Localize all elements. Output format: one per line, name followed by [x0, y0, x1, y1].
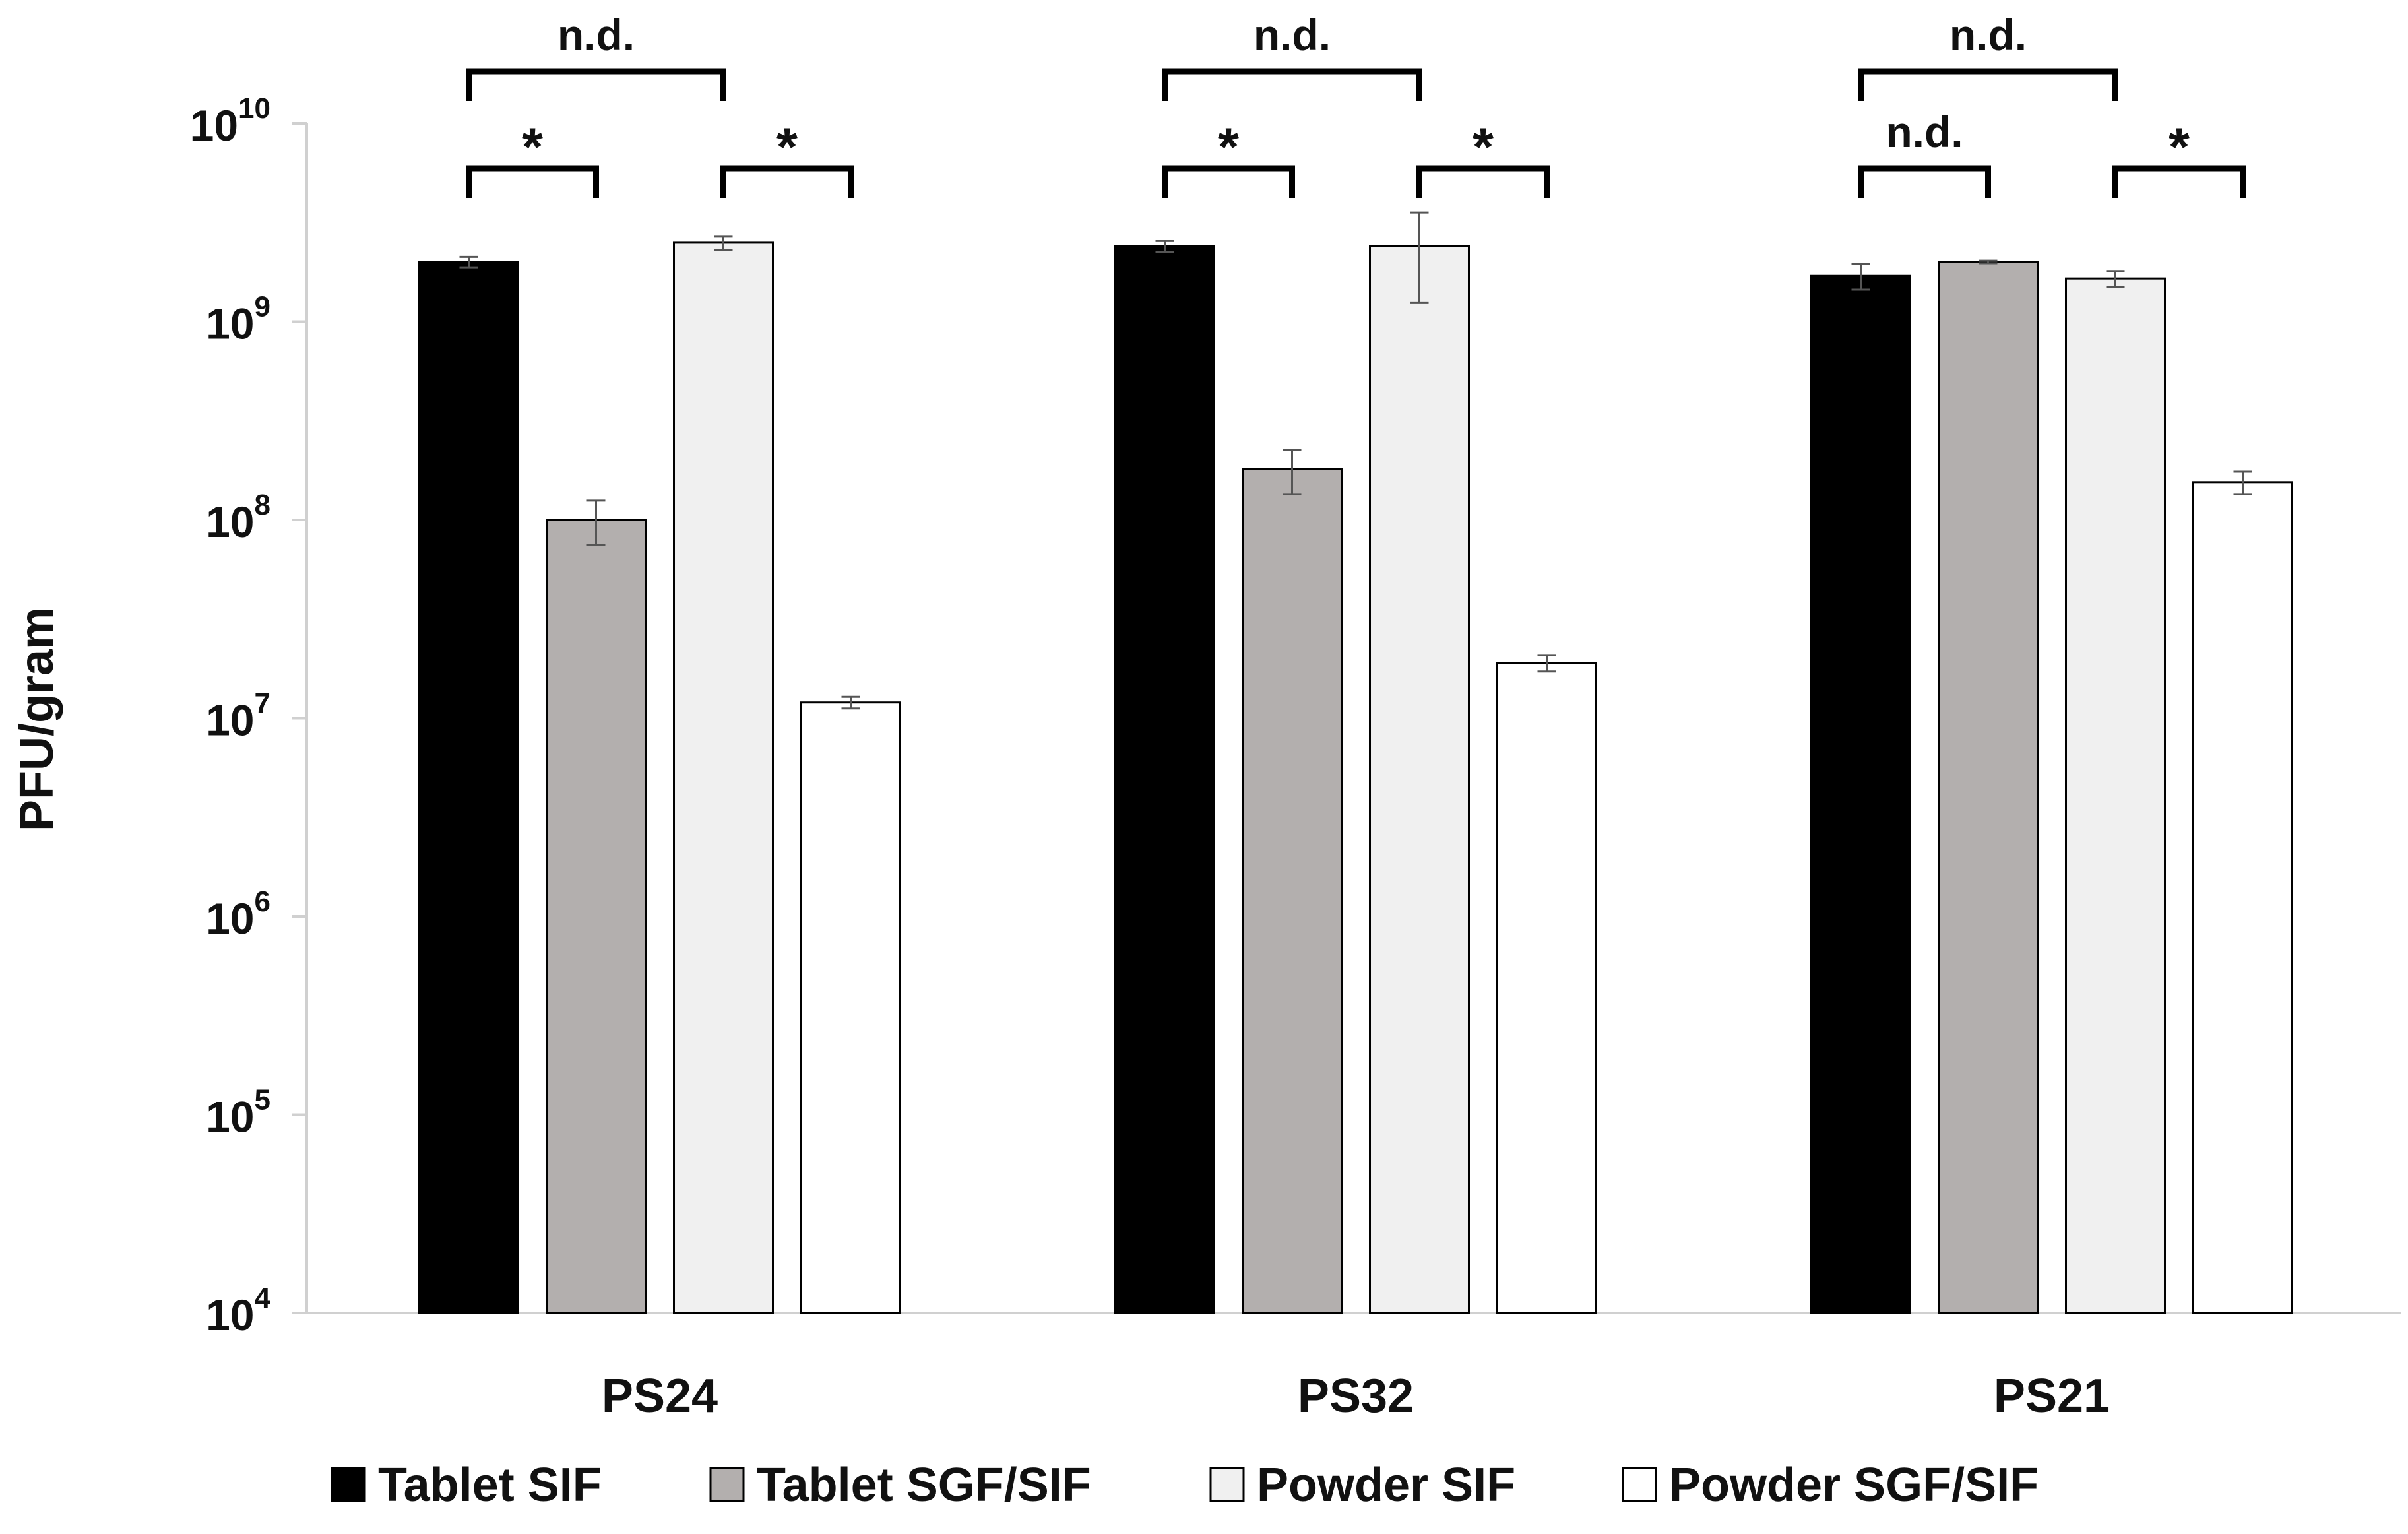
significance-bracket	[2112, 165, 2246, 198]
y-tick-label-exponent: 4	[255, 1282, 271, 1314]
significance-bracket	[466, 165, 599, 198]
y-tick-label: 1010	[190, 92, 270, 150]
y-tick-label: 106	[206, 885, 270, 943]
y-tick-label-base: 10	[206, 497, 254, 546]
x-category-label: PS32	[1298, 1370, 1414, 1422]
significance-bracket	[720, 165, 854, 198]
bar-tablet-sif-ps32	[1114, 245, 1215, 1314]
bar-tablet-sgf-sif-ps32	[1242, 468, 1343, 1314]
legend-swatch	[1209, 1467, 1245, 1502]
y-tick-label: 107	[206, 687, 270, 745]
x-category-label: PS24	[602, 1370, 718, 1422]
y-tick-label-base: 10	[206, 894, 254, 943]
bar-tablet-sif-ps21	[1810, 274, 1911, 1314]
y-tick-label-base: 10	[206, 300, 254, 348]
bar-powder-sif-ps24	[673, 241, 774, 1314]
y-tick-label: 104	[206, 1282, 270, 1339]
y-axis-title: PFU/gram	[11, 607, 63, 831]
y-tick-label-base: 10	[190, 101, 238, 150]
bar-powder-sif-ps21	[2065, 277, 2166, 1314]
bar-tablet-sgf-sif-ps24	[546, 519, 647, 1314]
y-tick-label-base: 10	[206, 1291, 254, 1339]
legend-label: Powder SGF/SIF	[1669, 1459, 2039, 1512]
y-tick-label: 108	[206, 489, 270, 546]
labels-layer: PS24 PS32 PS21	[602, 1370, 2110, 1422]
bar-powder-sif-ps32	[1369, 245, 1470, 1314]
y-tick-label-exponent: 7	[255, 687, 270, 720]
legend-label: Tablet SGF/SIF	[757, 1459, 1091, 1512]
bar-powder-sgf-sif-ps32	[1496, 662, 1597, 1314]
legend: Tablet SIF Tablet SGF/SIF Powder SIF Powder…	[331, 1459, 2039, 1512]
significance-bracket	[1162, 165, 1295, 198]
y-tick-label-exponent: 9	[255, 291, 270, 323]
legend-label: Powder SIF	[1257, 1459, 1515, 1512]
significance-label: n.d.	[1949, 11, 2027, 59]
bar-powder-sgf-sif-ps24	[800, 701, 901, 1314]
significance-label: n.d.	[1253, 11, 1331, 59]
bar-tablet-sif-ps24	[418, 261, 519, 1314]
y-tick-label-base: 10	[206, 696, 254, 745]
legend-swatch	[1622, 1467, 1657, 1502]
significance-bracket	[1416, 165, 1550, 198]
significance-bracket	[1162, 68, 1422, 101]
significance-label: *	[776, 117, 798, 177]
y-tick-label-exponent: 10	[238, 92, 270, 125]
x-category-label: PS21	[1994, 1370, 2110, 1422]
significance-label: n.d.	[557, 11, 635, 59]
y-tick-label-base: 10	[206, 1093, 254, 1141]
significance-bracket	[466, 68, 726, 101]
y-tick-label: 109	[206, 291, 270, 348]
significance-label: *	[1218, 117, 1239, 177]
y-tick-label-exponent: 8	[255, 489, 270, 521]
bar-tablet-sgf-sif-ps21	[1938, 261, 2039, 1314]
significance-label: *	[2169, 117, 2190, 177]
y-tick-label-exponent: 6	[255, 885, 270, 918]
significance-label: *	[522, 117, 543, 177]
y-tick-label: 105	[206, 1084, 270, 1141]
significance-label: n.d.	[1885, 108, 1963, 156]
significance-bracket	[1858, 68, 2118, 101]
legend-label: Tablet SIF	[378, 1459, 602, 1512]
y-tick-label-exponent: 5	[255, 1084, 270, 1116]
significance-label: *	[1473, 117, 1494, 177]
legend-swatch	[709, 1467, 745, 1502]
significance-bracket	[1858, 165, 1991, 198]
bars-layer	[418, 211, 2293, 1314]
legend-swatch	[331, 1467, 366, 1502]
bar-powder-sgf-sif-ps21	[2192, 481, 2293, 1314]
significance-layer: n.d. * * n.d. * * n.d. n.d. *	[466, 11, 2246, 198]
